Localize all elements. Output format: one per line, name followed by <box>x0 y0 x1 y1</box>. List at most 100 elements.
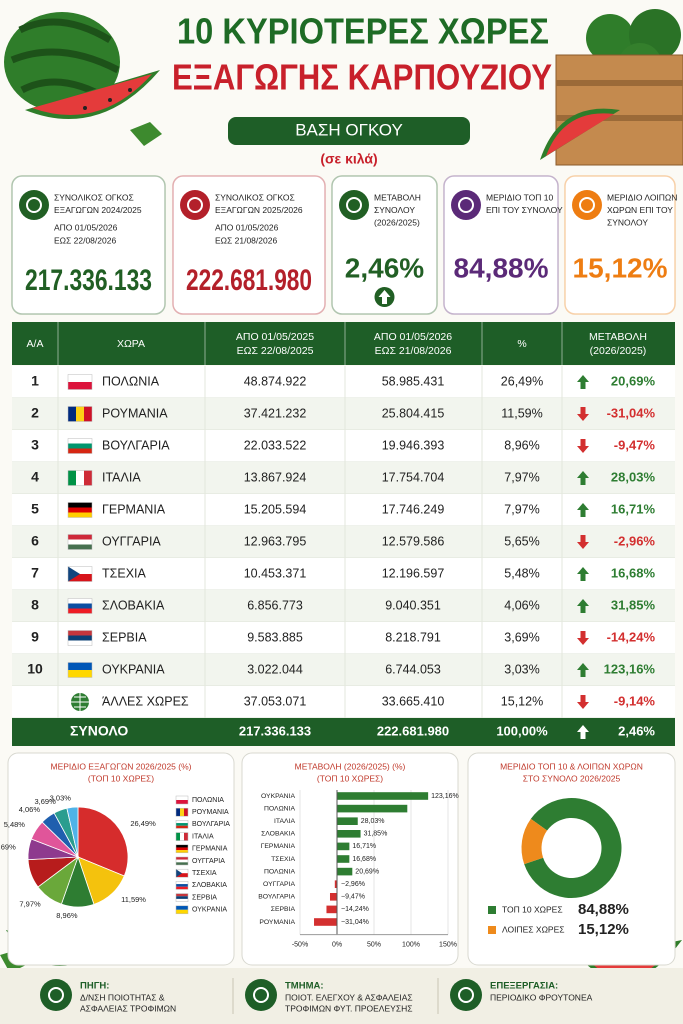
kpi-label: ΕΠΙ ΤΟΥ ΣΥΝΟΛΟΥ <box>486 205 563 215</box>
flag-border <box>175 795 189 805</box>
change-arrow <box>577 663 589 677</box>
table-row <box>12 398 675 430</box>
data-label: 31,85% <box>364 831 388 838</box>
share: 26,49% <box>501 374 543 388</box>
legend-label: ΤΣΕΧΙΑ <box>192 870 217 877</box>
y-tick-label: ΣΛΟΒΑΚΙΑ <box>261 831 295 838</box>
table-row <box>12 526 675 558</box>
flag-stripe <box>176 873 188 878</box>
flag-stripe <box>68 406 76 422</box>
rank: 4 <box>31 469 39 485</box>
total-2025: 217.336.133 <box>239 723 311 738</box>
change: -14,24% <box>607 629 656 644</box>
flag-border <box>175 856 189 866</box>
flag-border <box>175 820 189 829</box>
kpi-card <box>172 175 326 315</box>
footer <box>0 968 683 1024</box>
flag-stripe <box>68 539 92 545</box>
value-2026: 9.040.351 <box>385 598 441 612</box>
change-arrow <box>577 631 589 645</box>
change-arrow <box>577 375 589 389</box>
flag-stripe <box>68 608 92 614</box>
x-tick-label: 0% <box>332 941 342 948</box>
column-header: ΑΠΟ 01/05/2026 <box>374 331 452 343</box>
kpi-value: 2,46% <box>345 252 424 283</box>
flag-stripe <box>184 832 188 841</box>
share: 5,65% <box>504 534 539 548</box>
chart-title: ΜΕΤΑΒΟΛΗ (2026/2025) (%) <box>295 761 406 771</box>
column-header: ΧΩΡΑ <box>117 338 145 350</box>
share: 7,97% <box>504 470 539 484</box>
flag-triangle <box>68 566 80 582</box>
data-label: 4,06% <box>19 805 41 814</box>
flag-stripe <box>68 662 92 670</box>
rank: 2 <box>31 405 39 421</box>
legend-value: 15,12% <box>578 921 629 938</box>
data-label: 7,97% <box>19 900 41 909</box>
flag-stripe <box>68 382 92 390</box>
flag-stripe <box>68 640 92 646</box>
legend-label: ΒΟΥΛΓΑΡΙΑ <box>192 821 230 828</box>
legend-swatch <box>488 926 496 934</box>
value-2026: 12.196.597 <box>382 566 445 580</box>
data-label: 16,71% <box>352 843 376 850</box>
share: 3,03% <box>504 662 539 676</box>
flag-stripe <box>76 406 84 422</box>
kpi-period: ΕΩΣ 21/08/2026 <box>215 235 277 245</box>
legend-label: ΤΟΠ 10 ΧΩΡΕΣ <box>502 904 563 914</box>
flag-stripe <box>176 796 188 800</box>
data-label: 20,69% <box>355 868 379 875</box>
value-2026: 6.744.053 <box>385 662 441 676</box>
column-header: ΕΩΣ 22/08/2025 <box>237 345 314 357</box>
rank: 8 <box>31 597 39 613</box>
legend-label: ΟΥΚΡΑΝΙΑ <box>192 907 227 914</box>
flag-stripe <box>176 800 188 804</box>
change-arrow <box>577 725 589 739</box>
flag-stripe <box>68 512 92 518</box>
kpi-icon-inner <box>579 197 595 213</box>
flag <box>175 905 189 915</box>
table-row <box>12 462 675 494</box>
data-label: 3,69% <box>34 797 56 806</box>
pie-slice <box>77 806 129 877</box>
x-tick-label: 50% <box>367 941 381 948</box>
data-label: −14,24% <box>341 906 369 913</box>
share: 8,96% <box>504 438 539 452</box>
table-row <box>12 622 675 654</box>
flag-stripe <box>68 598 92 604</box>
change-arrow <box>577 439 589 453</box>
y-tick-label: ΓΕΡΜΑΝΙΑ <box>261 843 296 850</box>
flag <box>67 598 93 614</box>
share: 11,59% <box>501 406 542 420</box>
pie-slice <box>66 806 79 858</box>
table-row <box>12 590 675 622</box>
y-tick-label: ΟΥΚΡΑΝΙΑ <box>261 793 295 800</box>
flag-stripe <box>176 850 188 853</box>
y-tick-label: ΤΣΕΧΙΑ <box>271 856 295 863</box>
change: 20,69% <box>611 373 656 388</box>
data-label: 5,48% <box>4 820 26 829</box>
footer-text: Δ/ΝΣΗ ΠΟΙΟΤΗΤΑΣ & <box>80 992 165 1002</box>
flag-stripe <box>68 635 92 641</box>
country: ΣΕΡΒΙΑ <box>102 630 147 644</box>
x-tick-label: -50% <box>292 941 308 948</box>
data-label: 26,49% <box>130 819 156 828</box>
table-row <box>12 654 675 686</box>
y-tick-label: ΠΟΛΩΝΙΑ <box>264 868 295 875</box>
kpi-icon <box>180 190 210 220</box>
bar <box>337 867 353 876</box>
flag-border <box>67 534 93 550</box>
kpi-label: ΜΕΡΙΔΙΟ ΛΟΙΠΩΝ <box>607 192 677 202</box>
flag-stripe <box>84 470 92 486</box>
total-share: 100,00% <box>496 723 548 738</box>
flag-border <box>67 566 93 582</box>
footer-title: ΠΗΓΗ: <box>80 981 109 992</box>
flag-stripe <box>180 808 184 817</box>
flag <box>175 795 189 805</box>
flag-stripe <box>176 896 188 899</box>
chart-title: ΜΕΡΙΔΙΟ ΕΞΑΓΩΓΩΝ 2026/2025 (%) <box>51 761 192 771</box>
kpi-icon <box>339 190 369 220</box>
globe-lines <box>71 693 89 711</box>
data-label: 5,69% <box>0 843 16 852</box>
legend-label: ΓΕΡΜΑΝΙΑ <box>192 846 228 853</box>
